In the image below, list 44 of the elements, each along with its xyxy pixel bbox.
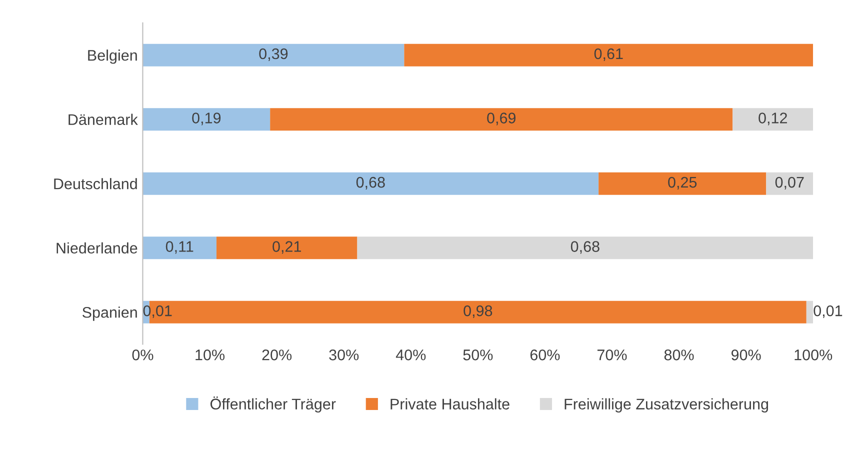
y-tick-label: Niederlande [56, 242, 138, 254]
data-label: 0,69 [487, 112, 516, 126]
data-label: 0,25 [668, 176, 697, 190]
x-tick-label: 40% [396, 350, 426, 360]
legend-label: Öffentlicher Träger [210, 396, 336, 413]
bar [598, 172, 766, 195]
x-tick-label: 20% [262, 350, 292, 360]
x-tick-label: 30% [329, 350, 359, 360]
y-tick-label: Spanien [82, 306, 137, 321]
bar [142, 108, 270, 131]
data-label: 0,98 [464, 305, 492, 318]
bar [404, 44, 814, 66]
x-tick-label: 10% [196, 350, 225, 360]
legend-label: Freiwillige Zusatzversicherung [564, 398, 768, 413]
data-label: 0,61 [594, 48, 623, 61]
bar [142, 172, 599, 195]
data-label: 0,19 [192, 112, 221, 126]
data-label: 0,11 [166, 241, 194, 254]
y-tick-label: Dänemark [68, 114, 138, 126]
bar [216, 236, 358, 260]
y-tick-label: Deutschland [54, 178, 137, 190]
data-label: 0,39 [259, 48, 288, 61]
x-tick-label: 60% [530, 350, 560, 360]
x-tick-label: 80% [664, 350, 694, 360]
bar [142, 44, 404, 66]
bar [142, 236, 216, 260]
bar [270, 108, 733, 131]
x-tick-label: 70% [597, 350, 627, 360]
data-label: 0,68 [356, 176, 385, 190]
x-tick-label: 90% [731, 350, 761, 360]
bar [806, 300, 814, 324]
bar [357, 236, 814, 260]
data-label: 0,68 [570, 241, 600, 254]
y-tick-label: Belgien [88, 50, 137, 64]
data-label: 0,01 [814, 305, 842, 318]
data-label: 0,07 [775, 176, 804, 190]
x-tick-label: 0% [132, 350, 154, 360]
bar [766, 172, 814, 195]
x-tick-label: 50% [463, 350, 493, 360]
data-label: 0,12 [758, 112, 787, 126]
x-tick-label: 100% [794, 350, 832, 360]
bar [732, 108, 814, 131]
data-label: 0,21 [272, 241, 301, 254]
legend-label: Private Haushalte [390, 398, 510, 410]
